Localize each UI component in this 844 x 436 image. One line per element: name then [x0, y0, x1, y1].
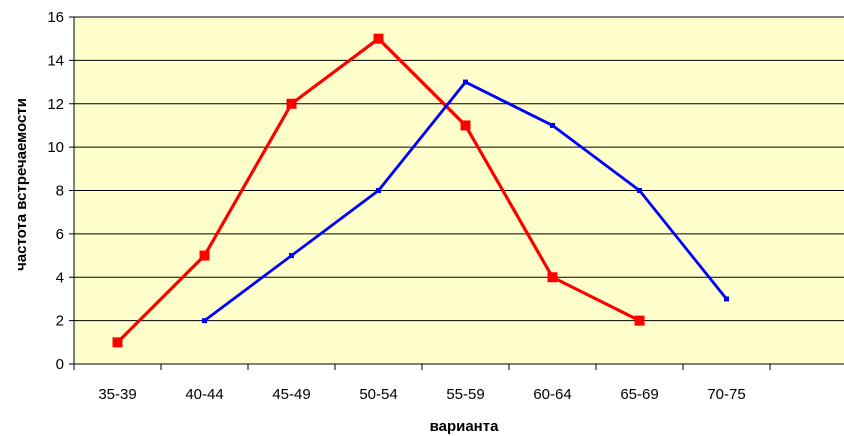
y-tick-label: 10	[47, 139, 64, 156]
data-point	[724, 296, 729, 302]
data-point	[112, 337, 123, 348]
series-2	[202, 79, 729, 324]
axes: 0 2 4 6 8 10 12 14 16 35-39 40-44 45-49 50-54 55-59 60…	[47, 9, 844, 403]
data-point	[373, 33, 384, 44]
x-axis-title: варианта	[430, 418, 499, 435]
x-tick-label: 70-75	[707, 386, 745, 403]
x-tick-label: 50-54	[359, 386, 397, 403]
data-point	[463, 79, 468, 85]
data-point	[550, 122, 555, 128]
series-1	[112, 33, 645, 348]
y-tick-label: 2	[56, 313, 64, 330]
y-tick-label: 0	[56, 356, 64, 373]
x-tick-label: 40-44	[185, 386, 223, 403]
x-tick-label: 55-59	[446, 386, 484, 403]
y-tick-label: 14	[47, 52, 64, 69]
series-layer	[112, 33, 729, 348]
x-tick-label: 35-39	[98, 386, 136, 403]
data-point	[637, 188, 642, 193]
data-point	[460, 120, 471, 131]
data-point	[199, 250, 210, 261]
data-point	[289, 253, 294, 259]
y-tick-label: 4	[56, 269, 64, 286]
y-axis-title: частота встречаемости	[13, 98, 30, 271]
y-tick-label: 8	[56, 183, 64, 200]
data-point	[376, 188, 381, 193]
y-tick-label: 6	[56, 226, 64, 243]
x-tick-label: 45-49	[272, 386, 310, 403]
x-tick-label: 65-69	[620, 386, 658, 403]
y-tick-label: 12	[47, 96, 64, 113]
data-point	[202, 318, 207, 324]
data-point	[547, 272, 558, 283]
x-tick-label: 60-64	[533, 386, 571, 403]
data-point	[286, 98, 297, 109]
y-tick-label: 16	[47, 9, 64, 26]
data-point	[634, 315, 645, 326]
